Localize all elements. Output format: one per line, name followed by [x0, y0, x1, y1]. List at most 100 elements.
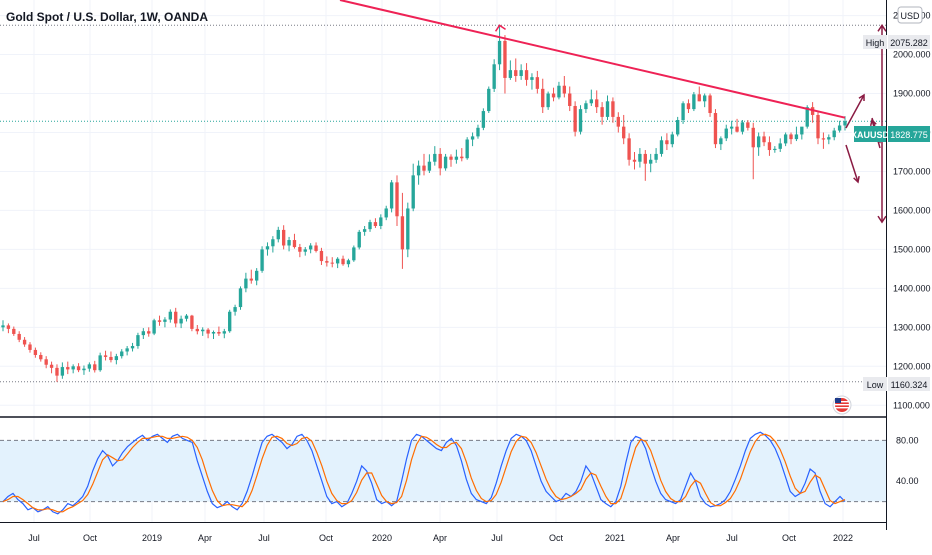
- candle-body[interactable]: [190, 315, 194, 329]
- candle-body[interactable]: [611, 101, 615, 117]
- candle-body[interactable]: [638, 153, 642, 162]
- candle-body[interactable]: [713, 113, 718, 145]
- candle-body[interactable]: [109, 356, 113, 361]
- candle-body[interactable]: [627, 138, 631, 160]
- candle-body[interactable]: [1, 325, 5, 328]
- candle-body[interactable]: [702, 95, 707, 102]
- candle-body[interactable]: [632, 159, 637, 162]
- scenario-arrow-head[interactable]: [853, 175, 860, 184]
- symbol-badge[interactable]: [854, 126, 886, 142]
- last-price-marker[interactable]: XAUUSD 1828.775: [851, 126, 930, 142]
- candle-body[interactable]: [821, 138, 826, 140]
- candle-body[interactable]: [740, 122, 745, 132]
- candle-body[interactable]: [384, 208, 388, 218]
- candle-body[interactable]: [470, 136, 475, 140]
- candle-body[interactable]: [98, 355, 102, 371]
- scenario-arrow-head[interactable]: [858, 93, 865, 102]
- candle-body[interactable]: [449, 156, 453, 160]
- candle-body[interactable]: [465, 139, 469, 159]
- scenario-arrow[interactable]: [845, 94, 865, 129]
- candle-body[interactable]: [287, 240, 291, 246]
- candle-body[interactable]: [44, 359, 48, 365]
- candle-body[interactable]: [389, 182, 394, 209]
- candle-body[interactable]: [530, 77, 534, 80]
- candle-body[interactable]: [686, 103, 691, 110]
- candle-body[interactable]: [319, 250, 324, 262]
- candle-body[interactable]: [589, 99, 593, 104]
- candle-body[interactable]: [17, 333, 21, 340]
- candle-body[interactable]: [492, 64, 496, 89]
- candle-body[interactable]: [400, 216, 405, 250]
- candle-body[interactable]: [756, 136, 761, 148]
- candle-body[interactable]: [82, 368, 86, 371]
- candle-body[interactable]: [454, 156, 459, 160]
- candle-body[interactable]: [217, 332, 221, 334]
- candle-body[interactable]: [524, 70, 529, 80]
- candle-body[interactable]: [120, 351, 124, 357]
- range-arrow-head-top[interactable]: [877, 23, 887, 32]
- candle-body[interactable]: [503, 40, 507, 78]
- candle-body[interactable]: [605, 101, 610, 117]
- candle-body[interactable]: [616, 116, 620, 127]
- candle-body[interactable]: [416, 165, 421, 176]
- candle-body[interactable]: [476, 127, 480, 137]
- candle-body[interactable]: [789, 134, 793, 140]
- candle-body[interactable]: [783, 134, 788, 144]
- candle-body[interactable]: [60, 367, 65, 376]
- candle-body[interactable]: [433, 153, 437, 162]
- candle-body[interactable]: [837, 125, 842, 131]
- oscillator-axis[interactable]: 80.00 40.00: [896, 435, 919, 486]
- candle-body[interactable]: [773, 148, 777, 151]
- candle-body[interactable]: [125, 348, 129, 352]
- candle-body[interactable]: [724, 128, 728, 139]
- candle-body[interactable]: [595, 99, 599, 108]
- candle-body[interactable]: [395, 182, 399, 217]
- candle-body[interactable]: [643, 153, 647, 164]
- us-flag-icon[interactable]: [832, 395, 852, 415]
- candle-body[interactable]: [729, 126, 734, 129]
- candle-body[interactable]: [71, 366, 75, 370]
- candle-body[interactable]: [762, 136, 766, 143]
- candle-body[interactable]: [681, 103, 685, 121]
- candle-body[interactable]: [76, 366, 81, 371]
- candle-body[interactable]: [12, 328, 16, 334]
- candle-body[interactable]: [778, 143, 782, 149]
- candle-body[interactable]: [222, 331, 226, 334]
- range-arrow-head-bottom[interactable]: [877, 215, 887, 224]
- candle-body[interactable]: [130, 346, 135, 349]
- candle-body[interactable]: [168, 311, 172, 320]
- candle-body[interactable]: [362, 229, 367, 232]
- candle-body[interactable]: [551, 93, 556, 98]
- candle-body[interactable]: [746, 122, 750, 128]
- candle-body[interactable]: [49, 364, 54, 368]
- candle-body[interactable]: [665, 140, 669, 145]
- candle-body[interactable]: [211, 332, 216, 334]
- stoch-d-line[interactable]: [2, 433, 846, 513]
- candle-body[interactable]: [422, 165, 426, 171]
- currency-label[interactable]: USD: [900, 11, 920, 21]
- candle-body[interactable]: [654, 153, 658, 160]
- candle-body[interactable]: [22, 339, 27, 345]
- candle-body[interactable]: [28, 344, 32, 350]
- candle-body[interactable]: [93, 364, 97, 371]
- candle-body[interactable]: [136, 335, 140, 347]
- candle-body[interactable]: [751, 127, 755, 148]
- candle-body[interactable]: [659, 140, 664, 154]
- candle-body[interactable]: [308, 245, 313, 250]
- candle-body[interactable]: [676, 120, 680, 135]
- candle-body[interactable]: [443, 156, 448, 169]
- candle-body[interactable]: [357, 231, 361, 248]
- candle-body[interactable]: [600, 107, 604, 117]
- trendline[interactable]: [339, 0, 846, 119]
- candle-body[interactable]: [719, 138, 723, 145]
- candle-body[interactable]: [573, 105, 577, 132]
- candle-body[interactable]: [379, 217, 383, 227]
- candle-body[interactable]: [303, 249, 307, 252]
- candle-body[interactable]: [87, 364, 92, 369]
- candle-body[interactable]: [6, 325, 11, 329]
- candle-body[interactable]: [179, 318, 183, 324]
- candle-body[interactable]: [228, 311, 232, 332]
- candle-body[interactable]: [368, 222, 372, 230]
- candle-body[interactable]: [330, 262, 334, 264]
